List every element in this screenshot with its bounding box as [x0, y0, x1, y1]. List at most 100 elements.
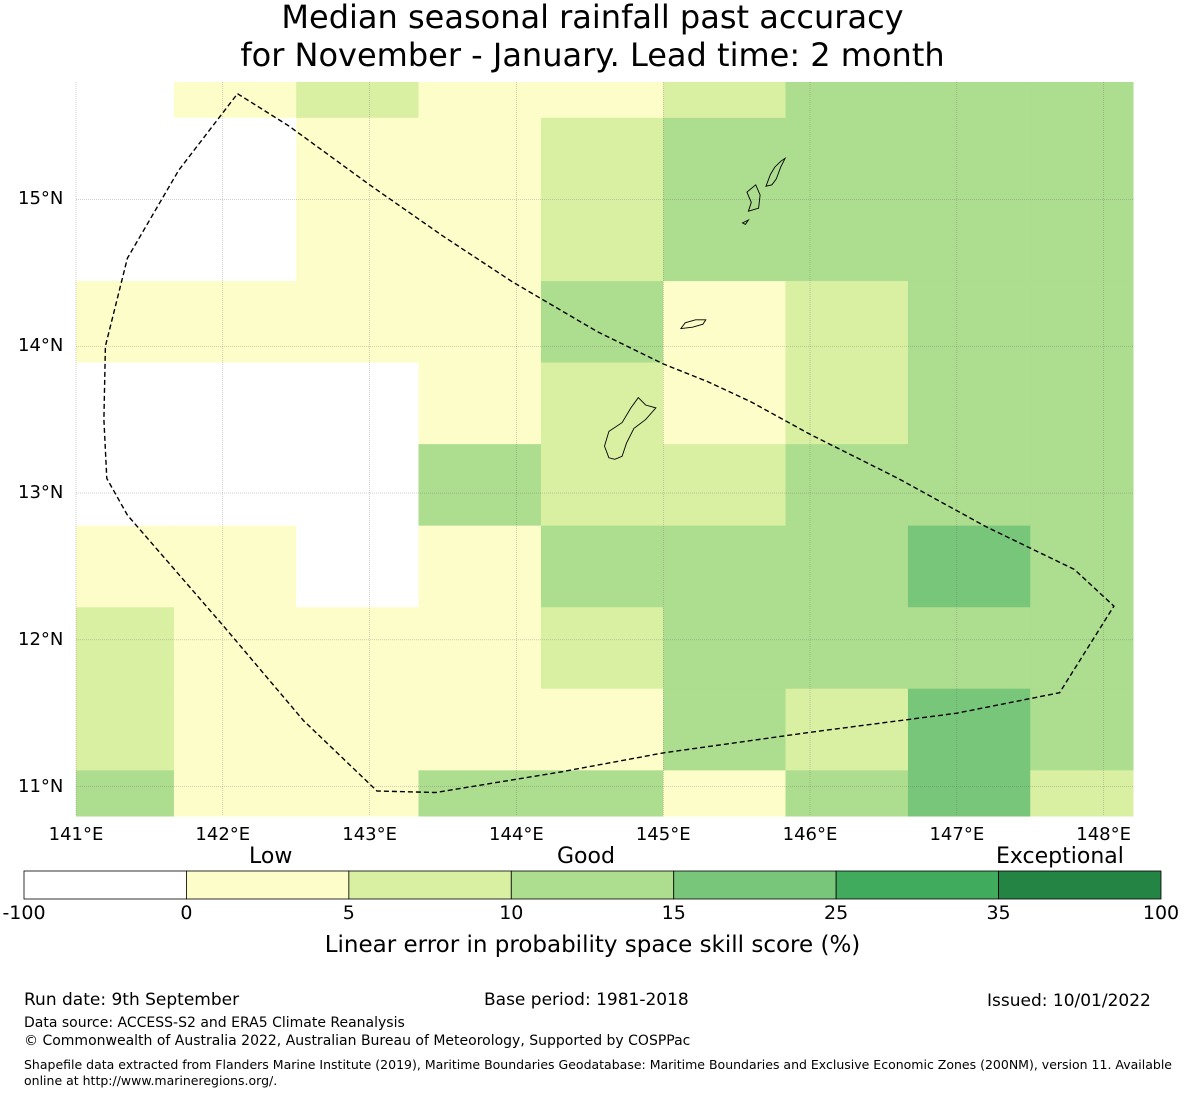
grid-cell [1030, 444, 1134, 527]
grid-cell [76, 82, 175, 119]
grid-cell [663, 688, 787, 771]
chart-title-line2: for November - January. Lead time: 2 mon… [240, 36, 945, 74]
grid-cell [418, 82, 542, 119]
grid-cell [907, 362, 1031, 445]
grid-cell [173, 444, 297, 527]
grid-cell [907, 688, 1031, 771]
grid-cell [907, 607, 1031, 690]
grid-cell [296, 444, 419, 527]
grid-cell [296, 770, 419, 817]
colorbar-segment [673, 870, 837, 900]
copyright: © Commonwealth of Australia 2022, Austra… [24, 1033, 691, 1049]
grid-cell [173, 82, 297, 119]
grid-cell [785, 770, 909, 817]
grid-cell [76, 362, 175, 445]
grid-cell [907, 281, 1031, 364]
longitude-tick-label: 146°E [782, 824, 838, 845]
grid-cell [296, 362, 419, 445]
grid-cell [418, 444, 542, 527]
colorbar-label-good: Good [557, 844, 615, 869]
grid-cell [540, 525, 664, 608]
longitude-tick-label: 141°E [48, 824, 104, 845]
colorbar-label-exceptional: Exceptional [996, 844, 1124, 869]
run-date: Run date: 9th September [24, 990, 240, 1010]
grid-cell [907, 525, 1031, 608]
grid-cell [76, 770, 175, 817]
grid-cell [418, 525, 542, 608]
colorbar-tick-label: 5 [342, 902, 355, 924]
grid-cell [418, 770, 542, 817]
shapefile-credit: Shapefile data extracted from Flanders M… [24, 1057, 1172, 1088]
grid-cell [173, 607, 297, 690]
grid-cell [663, 607, 787, 690]
grid-cell [540, 281, 664, 364]
grid-cell [540, 362, 664, 445]
issued-date: Issued: 10/01/2022 [987, 991, 1151, 1011]
longitude-tick-label: 147°E [929, 824, 985, 845]
colorbar-tick-label: 0 [180, 902, 193, 924]
colorbar-tick-label: 35 [986, 902, 1011, 924]
latitude-tick-label: 11°N [18, 775, 64, 797]
grid-cell [173, 770, 297, 817]
colorbar-segment [835, 870, 999, 900]
colorbar-tick-label: 100 [1142, 902, 1180, 924]
grid-cell [663, 82, 787, 119]
grid-cell [1030, 525, 1134, 608]
grid-cell [785, 281, 909, 364]
grid-cell [540, 688, 664, 771]
longitude-tick-label: 148°E [1076, 824, 1131, 845]
grid-cell [785, 444, 909, 527]
island-outline [765, 156, 787, 187]
grid-cell [785, 525, 909, 608]
colorbar-title: Linear error in probability space skill … [324, 932, 861, 958]
grid-cell [296, 525, 419, 608]
grid-cell [907, 444, 1031, 527]
longitude-tick-label: 144°E [489, 824, 544, 845]
latitude-tick-label: 15°N [18, 188, 64, 210]
grid-cell [418, 607, 542, 690]
longitude-tick-label: 142°E [195, 824, 251, 845]
colorbar-tick-label: -100 [2, 902, 46, 924]
colorbar-tick-label: 25 [824, 902, 849, 924]
grid-cell [663, 281, 787, 364]
grid-cell [540, 444, 664, 527]
grid-cell [296, 281, 419, 364]
grid-cell [1030, 362, 1134, 445]
latitude-tick-label: 13°N [18, 482, 64, 504]
grid-cell [663, 525, 787, 608]
grid-cell [785, 688, 909, 771]
grid-cell [1030, 688, 1134, 771]
map-plot [75, 82, 1134, 817]
longitude-tick-label: 145°E [635, 824, 691, 845]
grid-cell [173, 688, 297, 771]
grid-cell [173, 525, 297, 608]
chart-title-line1: Median seasonal rainfall past accuracy [281, 0, 904, 36]
island-outline [746, 184, 761, 212]
grid-cell [907, 82, 1031, 119]
base-period: Base period: 1981-2018 [484, 990, 689, 1010]
grid-cell [785, 362, 909, 445]
colorbar-segment [348, 870, 512, 900]
grid-cell [296, 607, 419, 690]
latitude-tick-label: 12°N [18, 628, 64, 650]
colorbar-label-low: Low [249, 844, 293, 869]
grid-cell [1030, 770, 1134, 817]
grid-cell [663, 362, 787, 445]
colorbar-segment [998, 870, 1162, 900]
grid-cell [296, 82, 419, 119]
grid-cell [76, 607, 175, 690]
longitude-tick-label: 143°E [342, 824, 397, 845]
colorbar-tick-label: 15 [661, 902, 686, 924]
grid-cell [907, 770, 1031, 817]
grid-cell [76, 444, 175, 527]
data-source: Data source: ACCESS-S2 and ERA5 Climate … [24, 1015, 405, 1031]
colorbar-segment [186, 870, 350, 900]
colorbar-segment [510, 870, 675, 900]
grid-cell [540, 770, 664, 817]
grid-cell [663, 770, 787, 817]
grid-cell [76, 525, 175, 608]
latitude-tick-label: 14°N [18, 335, 64, 357]
grid-cell [173, 281, 297, 364]
grid-cell [1030, 607, 1134, 690]
grid-cell [418, 688, 542, 771]
